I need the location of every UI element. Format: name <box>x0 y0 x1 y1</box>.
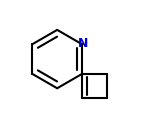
Text: N: N <box>78 37 88 50</box>
